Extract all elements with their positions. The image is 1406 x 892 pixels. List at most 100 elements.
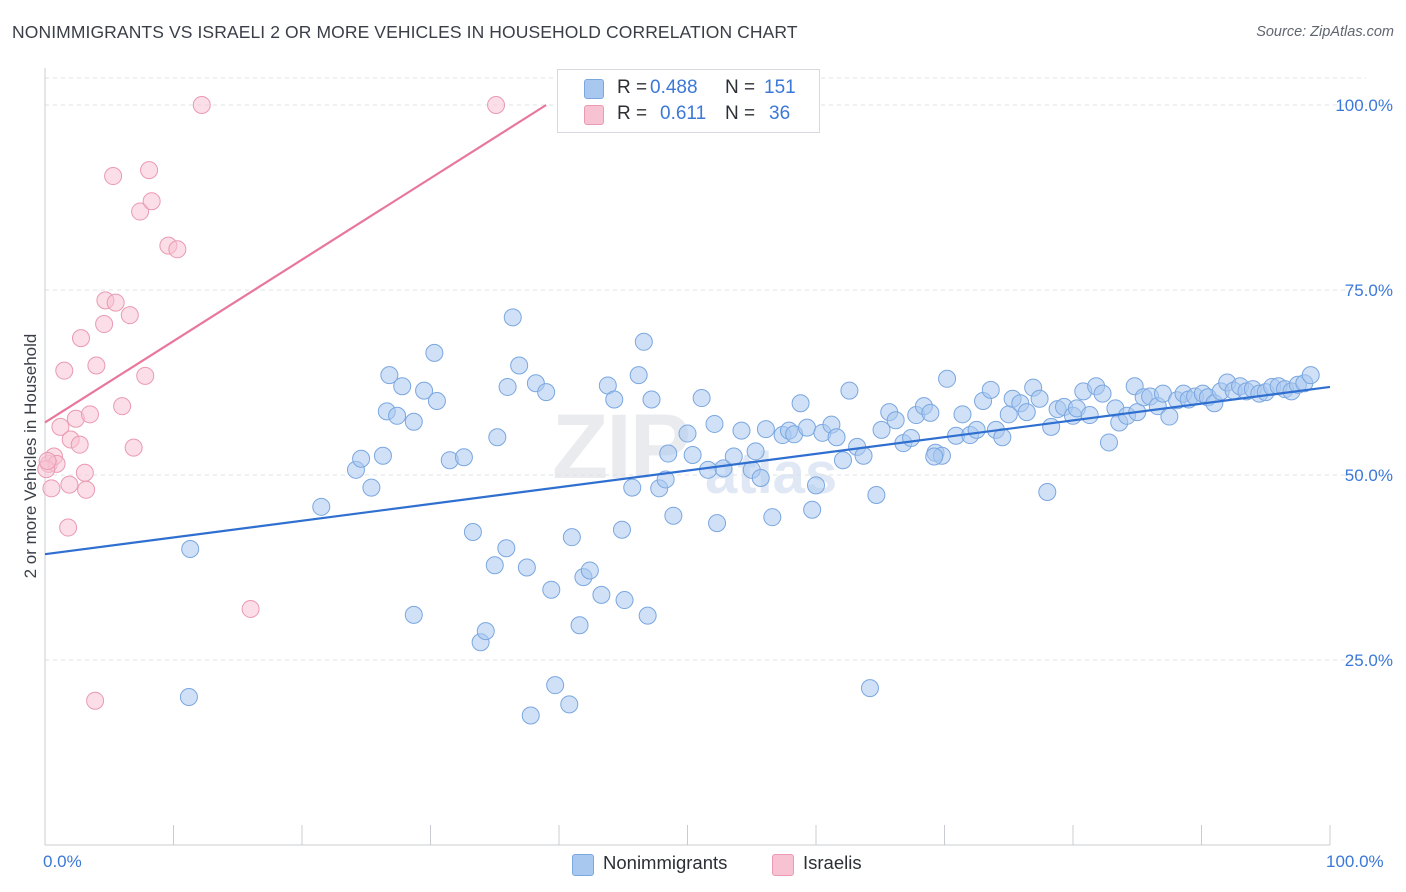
data-point-israelis [51,417,70,436]
data-point-israelis [104,167,123,186]
data-point-israelis [55,361,74,380]
data-point-nonimmigrants [860,679,879,698]
data-point-nonimmigrants [925,447,944,466]
data-point-nonimmigrants [756,420,775,439]
data-point-nonimmigrants [425,343,444,362]
data-point-nonimmigrants [181,540,200,558]
legend-swatch-israelis [584,105,604,125]
data-point-israelis [113,397,132,416]
legend-n-value: 36 [769,103,791,124]
data-point-nonimmigrants [938,369,957,388]
data-point-israelis [106,293,125,312]
data-point-nonimmigrants [732,421,751,440]
data-point-nonimmigrants [724,447,743,466]
y-tick-label: 100.0% [1335,96,1393,115]
data-point-nonimmigrants [476,622,495,641]
data-point-nonimmigrants [179,688,198,706]
data-point-nonimmigrants [485,556,504,575]
data-point-nonimmigrants [362,478,381,497]
bottom-legend-label: Nonimmigrants [603,852,728,873]
data-point-nonimmigrants [537,383,556,402]
legend-r-value: 0.488 [650,77,698,98]
data-point-nonimmigrants [867,485,886,504]
data-point-nonimmigrants [498,377,517,396]
data-point-nonimmigrants [312,497,331,516]
data-point-nonimmigrants [798,418,817,437]
bottom-legend-swatch [572,854,594,876]
data-point-nonimmigrants [605,390,624,409]
data-point-nonimmigrants [592,585,611,604]
data-point-nonimmigrants [751,468,770,487]
data-point-nonimmigrants [678,424,697,443]
data-point-nonimmigrants [1042,417,1061,436]
data-point-israelis [120,306,139,325]
data-point-nonimmigrants [629,366,648,385]
data-point-nonimmigrants [872,420,891,439]
data-point-nonimmigrants [373,446,392,465]
data-point-nonimmigrants [1301,366,1320,385]
data-point-nonimmigrants [542,580,561,599]
data-point-nonimmigrants [427,392,446,410]
data-point-nonimmigrants [1030,389,1049,408]
y-tick-label: 75.0% [1345,281,1393,300]
data-point-nonimmigrants [497,539,516,558]
data-point-israelis [131,202,150,221]
data-point-nonimmigrants [683,446,702,465]
data-point-nonimmigrants [746,442,765,461]
data-point-nonimmigrants [612,520,631,539]
data-point-nonimmigrants [705,414,724,433]
data-point-israelis [60,475,79,494]
bottom-legend-swatch [772,854,794,876]
data-point-israelis [87,356,106,375]
trend-line-nonimmigrants [44,385,1331,556]
legend-r-label: R = [617,103,648,124]
legend-r-value: 0.611 [660,103,707,124]
data-point-israelis [70,435,89,454]
legend-n-value: 151 [764,77,796,98]
data-point-nonimmigrants [1099,433,1118,452]
data-point-nonimmigrants [791,394,810,413]
y-axis-label: 2 or more Vehicles in Household [21,333,40,579]
data-point-nonimmigrants [580,561,599,580]
data-point-nonimmigrants [488,428,507,447]
data-point-nonimmigrants [388,406,407,425]
data-point-nonimmigrants [692,389,711,408]
data-point-nonimmigrants [352,449,371,468]
data-point-nonimmigrants [833,451,852,470]
data-point-israelis [168,240,187,259]
data-point-israelis [95,315,114,334]
data-point-nonimmigrants [854,446,873,465]
data-point-israelis [42,479,61,498]
data-point-nonimmigrants [886,411,905,430]
data-point-israelis [140,161,159,180]
y-tick-label: 50.0% [1345,466,1393,485]
data-point-israelis [241,599,260,618]
trend-line-israelis [44,104,547,424]
data-point-nonimmigrants [642,390,661,409]
source-label: Source: ZipAtlas.com [1256,24,1394,40]
data-point-nonimmigrants [1160,407,1179,426]
data-point-nonimmigrants [656,470,675,489]
data-point-nonimmigrants [623,478,642,497]
x-tick-label-max: 100.0% [1326,852,1384,871]
legend-r-label: R = [617,77,648,98]
data-point-nonimmigrants [763,508,782,527]
data-point-israelis [192,96,211,114]
data-point-israelis [75,463,94,482]
data-point-nonimmigrants [521,706,540,725]
data-point-nonimmigrants [380,366,399,385]
data-point-nonimmigrants [807,476,825,495]
data-point-israelis [77,480,96,499]
data-point-israelis [86,691,105,710]
x-tick-label-min: 0.0% [43,852,82,871]
correlation-legend: R = 0.488 N = 151 R = 0.611 N = 36 [557,69,820,133]
data-point-nonimmigrants [840,381,859,400]
data-point-israelis [136,366,155,385]
data-point-nonimmigrants [562,528,581,547]
data-point-nonimmigrants [1017,403,1036,422]
data-point-israelis [59,518,78,537]
data-point-nonimmigrants [664,506,683,525]
data-point-nonimmigrants [1080,406,1099,425]
data-point-nonimmigrants [570,616,589,635]
